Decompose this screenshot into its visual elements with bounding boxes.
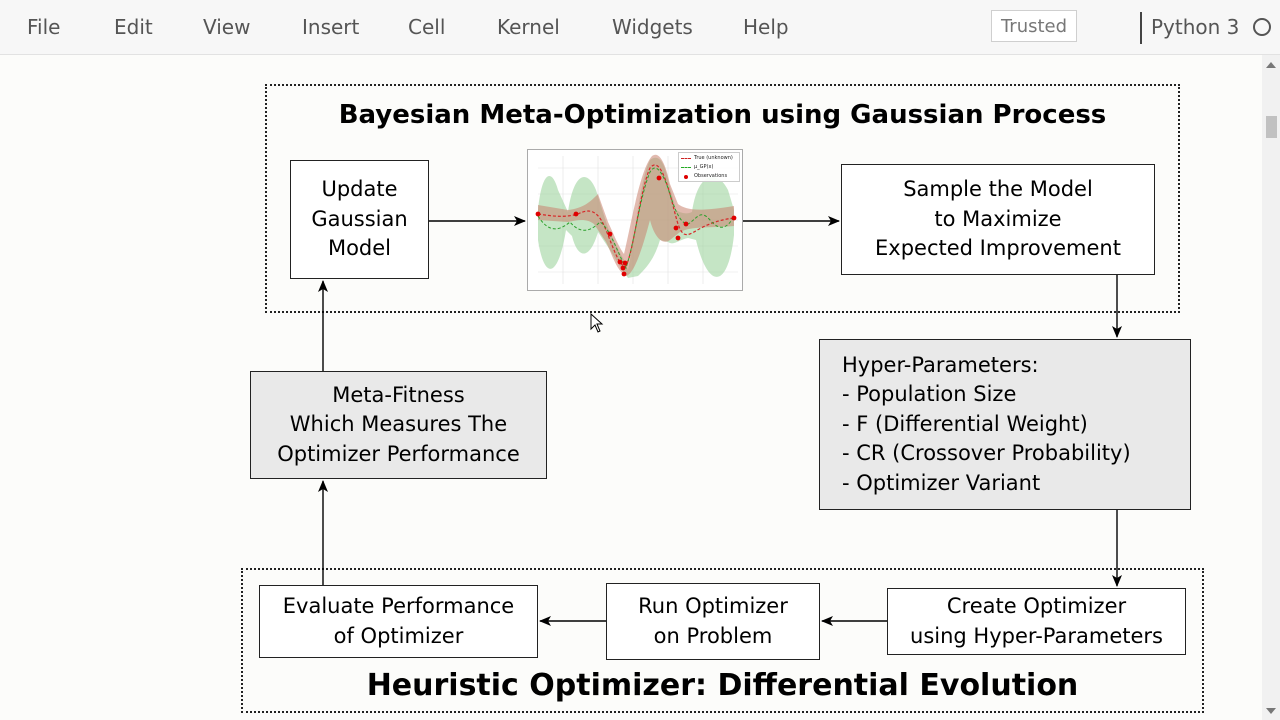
meta-fitness-box: Meta-Fitness Which Measures The Optimize… xyxy=(250,371,547,479)
menu-help[interactable]: Help xyxy=(743,15,789,39)
menu-insert[interactable]: Insert xyxy=(302,15,360,39)
evaluate-performance-box: Evaluate Performance of Optimizer xyxy=(259,585,538,658)
hyper-parameters-box: Hyper-Parameters: - Population Size - F … xyxy=(819,339,1191,510)
scrollbar-thumb[interactable] xyxy=(1266,116,1277,138)
legend-true-swatch xyxy=(681,158,691,159)
sample-model-label: Sample the Model to Maximize Expected Im… xyxy=(875,177,1121,261)
menu-view[interactable]: View xyxy=(203,15,251,39)
bayesian-section-border xyxy=(265,84,1180,313)
gp-observation-points xyxy=(535,175,737,277)
scroll-down-arrow-icon[interactable] xyxy=(1266,708,1276,714)
menu-cell[interactable]: Cell xyxy=(408,15,446,39)
kernel-name[interactable]: Python 3 xyxy=(1151,15,1240,39)
menu-edit[interactable]: Edit xyxy=(114,15,153,39)
vertical-scrollbar[interactable] xyxy=(1262,55,1280,720)
legend-mean-label: μ_GP(x) xyxy=(694,164,714,170)
bayesian-section-title: Bayesian Meta-Optimization using Gaussia… xyxy=(338,100,1107,130)
sample-model-box: Sample the Model to Maximize Expected Im… xyxy=(841,164,1155,275)
update-gaussian-model-box: Update Gaussian Model xyxy=(290,160,429,279)
gaussian-process-plot: True (unknown) μ_GP(x) Observations xyxy=(527,149,743,291)
kernel-separator xyxy=(1140,12,1142,44)
legend-true-label: True (unknown) xyxy=(694,155,733,161)
meta-fitness-label: Meta-Fitness Which Measures The Optimize… xyxy=(277,382,520,466)
gp-true-band xyxy=(538,154,734,276)
menu-file[interactable]: File xyxy=(27,15,61,39)
differential-evolution-section-title: Heuristic Optimizer: Differential Evolut… xyxy=(366,668,1079,703)
kernel-idle-circle-icon xyxy=(1253,18,1271,36)
create-optimizer-box: Create Optimizer using Hyper-Parameters xyxy=(887,588,1186,655)
run-optimizer-box: Run Optimizer on Problem xyxy=(606,583,820,660)
trusted-button[interactable]: Trusted xyxy=(991,10,1077,42)
hyper-parameters-label: Hyper-Parameters: - Population Size - F … xyxy=(842,352,1131,495)
create-optimizer-label: Create Optimizer using Hyper-Parameters xyxy=(910,594,1163,648)
menu-bar: File Edit View Insert Cell Kernel Widget… xyxy=(0,0,1280,55)
evaluate-performance-label: Evaluate Performance of Optimizer xyxy=(282,594,515,648)
gp-plot-legend: True (unknown) μ_GP(x) Observations xyxy=(678,152,740,182)
legend-observations-swatch xyxy=(684,174,688,179)
gp-true-function-line xyxy=(537,164,735,267)
gp-mean-line xyxy=(537,167,735,270)
scroll-up-arrow-icon[interactable] xyxy=(1266,62,1276,68)
differential-evolution-section-border xyxy=(241,568,1204,713)
run-optimizer-label: Run Optimizer on Problem xyxy=(638,594,788,648)
update-gaussian-model-label: Update Gaussian Model xyxy=(311,177,408,261)
legend-observations-label: Observations xyxy=(694,173,728,179)
menu-widgets[interactable]: Widgets xyxy=(612,15,693,39)
mouse-pointer-icon xyxy=(590,313,604,333)
gp-uncertainty-band xyxy=(538,157,734,278)
menu-kernel[interactable]: Kernel xyxy=(497,15,560,39)
legend-mean-swatch xyxy=(681,167,691,168)
